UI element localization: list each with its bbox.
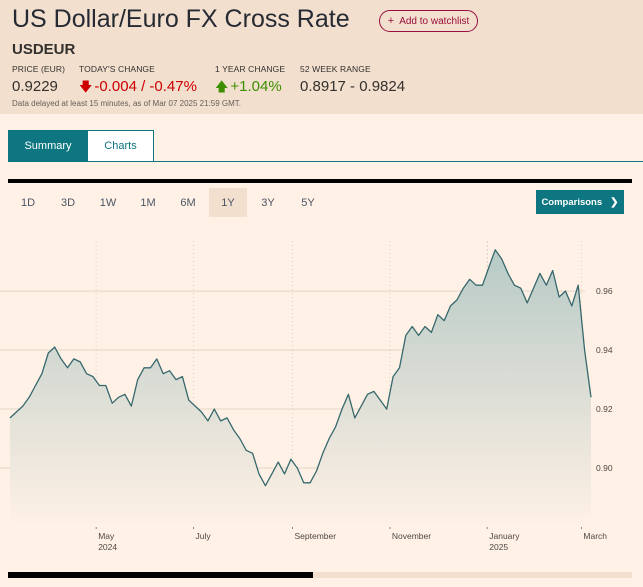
year-change-label: 1 YEAR CHANGE <box>215 64 286 74</box>
tab-summary[interactable]: Summary <box>8 130 88 162</box>
y-tick-label: 0.96 <box>596 286 613 296</box>
add-to-watchlist-button[interactable]: + Add to watchlist <box>379 10 478 32</box>
year-change-text: +1.04% <box>230 78 282 95</box>
page-title: US Dollar/Euro FX Cross Rate <box>12 5 350 33</box>
chevron-right-icon: ❯ <box>610 196 619 208</box>
period-1m[interactable]: 1M <box>140 196 156 209</box>
price-line <box>9 249 592 487</box>
x-tick-label: March <box>583 531 607 541</box>
price-label: PRICE (EUR) <box>12 64 66 74</box>
x-tick-label: November <box>392 531 431 541</box>
year-change-value: 🡅 +1.04% <box>215 78 282 100</box>
range-label: 52 WEEK RANGE <box>300 64 371 74</box>
y-tick-label: 0.92 <box>596 404 613 414</box>
todays-change-label: TODAY'S CHANGE <box>79 64 155 74</box>
x-tick-label: January <box>489 531 520 541</box>
todays-change-value: 🡇 -0.004 / -0.47% <box>79 78 197 100</box>
tab-charts[interactable]: Charts <box>88 130 154 162</box>
price-area <box>10 249 591 528</box>
ticker-symbol: USDEUR <box>12 41 76 58</box>
x-tick-label: May <box>98 531 115 541</box>
period-6m[interactable]: 6M <box>180 196 196 209</box>
quote-header: US Dollar/Euro FX Cross Rate + Add to wa… <box>0 0 643 114</box>
price-value: 0.9229 <box>12 78 58 95</box>
period-1y[interactable]: 1Y <box>209 188 247 217</box>
todays-change-text: -0.004 / -0.47% <box>94 78 197 95</box>
comparisons-label: Comparisons <box>541 196 603 208</box>
y-tick-label: 0.94 <box>596 345 613 355</box>
x-tick-sublabel: 2024 <box>98 542 117 552</box>
chart-top-rule <box>8 179 632 183</box>
comparisons-button[interactable]: Comparisons ❯ <box>536 190 624 214</box>
arrow-up-icon: 🡅 <box>215 79 229 94</box>
period-1d[interactable]: 1D <box>20 196 36 209</box>
plus-icon: + <box>387 15 395 27</box>
chart-scrollbar-thumb[interactable] <box>8 572 313 578</box>
chart-scrollbar-track[interactable] <box>8 572 632 578</box>
watchlist-label: Add to watchlist <box>399 15 470 27</box>
period-1w[interactable]: 1W <box>99 196 117 209</box>
period-3d[interactable]: 3D <box>60 196 76 209</box>
x-tick-label: September <box>295 531 337 541</box>
period-5y[interactable]: 5Y <box>301 196 315 209</box>
x-tick-sublabel: 2025 <box>489 542 508 552</box>
x-tick-label: July <box>196 531 212 541</box>
arrow-down-icon: 🡇 <box>79 79 93 94</box>
tab-divider <box>154 161 643 162</box>
period-3y[interactable]: 3Y <box>261 196 275 209</box>
range-value: 0.8917 - 0.9824 <box>300 78 406 95</box>
y-tick-label: 0.90 <box>596 463 613 473</box>
delayed-note: Data delayed at least 15 minutes, as of … <box>12 99 242 108</box>
